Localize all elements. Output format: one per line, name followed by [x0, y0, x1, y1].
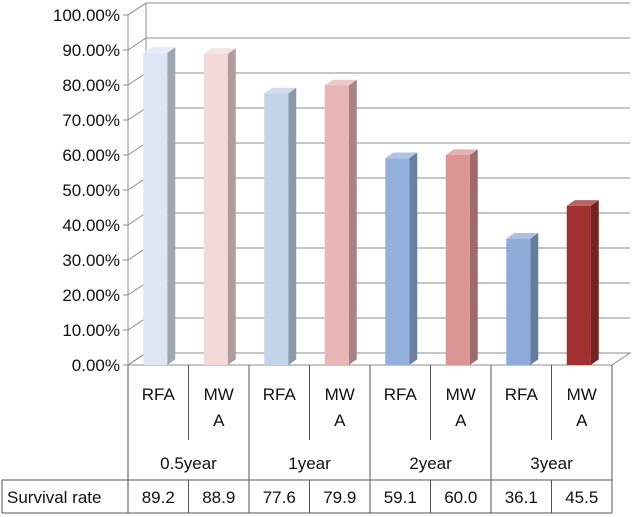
data-label: 60.0 — [444, 488, 477, 507]
bar-side — [167, 47, 176, 365]
bar-top — [143, 47, 176, 53]
bar-top — [203, 48, 236, 54]
category-label: MW A — [446, 385, 476, 430]
bar — [264, 87, 297, 366]
bar-front — [566, 205, 591, 365]
bar-side — [530, 233, 539, 365]
gridline — [127, 212, 630, 226]
y-tick-label: 70.00% — [62, 111, 120, 130]
y-axis-tick-labels: 0.00% 10.00% 20.00% 30.00% 40.00% 50.00% 60.00… — [53, 6, 120, 375]
bar-top — [566, 200, 599, 206]
gridline — [127, 177, 630, 191]
bar — [143, 47, 176, 366]
data-label: 36.1 — [505, 488, 538, 507]
bar — [566, 200, 599, 365]
y-tick-label: 30.00% — [62, 251, 120, 270]
bar — [445, 149, 478, 365]
bar-top — [264, 87, 297, 94]
group-label: 3year — [530, 454, 573, 473]
y-tick-label: 0.00% — [72, 356, 120, 375]
bar-front — [324, 85, 349, 365]
bar-side — [227, 48, 236, 365]
bar — [324, 79, 357, 365]
gridline — [127, 282, 630, 296]
bar-front — [143, 52, 168, 366]
bar-side — [469, 149, 478, 365]
table-row-label: Survival rate — [7, 488, 101, 507]
data-table: RFA MW A RFA MW A RFA MW A RFA MW A 0.5year 1year 2yea… — [1, 365, 613, 514]
bar-front — [203, 53, 228, 365]
gridline — [127, 37, 630, 51]
bar-side — [590, 200, 599, 365]
bar-top — [506, 233, 539, 239]
y-tick-label: 10.00% — [62, 321, 120, 340]
category-label: RFA — [505, 385, 539, 404]
bar — [506, 233, 539, 365]
data-label: 88.9 — [202, 488, 235, 507]
gridlines — [123, 2, 632, 366]
gridline — [127, 142, 630, 156]
bar-front — [445, 155, 470, 365]
bar-side — [409, 152, 418, 365]
bar — [203, 48, 236, 365]
y-tick-label: 20.00% — [62, 286, 120, 305]
bars — [143, 47, 599, 366]
y-tick-label: 40.00% — [62, 216, 120, 235]
y-tick-label: 50.00% — [62, 181, 120, 200]
category-label: MW A — [325, 385, 355, 430]
y-tick-label: 80.00% — [62, 76, 120, 95]
category-label: RFA — [384, 385, 418, 404]
data-label: 79.9 — [323, 488, 356, 507]
category-label: MW A — [567, 385, 597, 430]
gridline — [127, 247, 630, 261]
data-label: 77.6 — [263, 488, 296, 507]
gridline — [127, 72, 630, 86]
gridline — [127, 2, 630, 16]
y-tick-label: 90.00% — [62, 41, 120, 60]
y-tick-label: 100.00% — [53, 6, 120, 25]
y-tick-label: 60.00% — [62, 146, 120, 165]
gridline — [127, 107, 630, 121]
bar-front — [385, 158, 410, 365]
bar-front — [264, 93, 289, 366]
bar-side — [348, 79, 357, 365]
group-label: 0.5year — [160, 454, 217, 473]
category-label: RFA — [142, 385, 176, 404]
data-label: 59.1 — [384, 488, 417, 507]
data-label: 45.5 — [565, 488, 598, 507]
bar-front — [506, 238, 531, 365]
category-label: MW A — [204, 385, 234, 430]
group-label: 1year — [288, 454, 331, 473]
bar-top — [324, 79, 357, 86]
floor — [126, 352, 632, 366]
bar-top — [385, 152, 418, 159]
bar — [385, 152, 418, 365]
bar-top — [445, 149, 478, 155]
group-label: 2year — [409, 454, 452, 473]
data-label: 89.2 — [142, 488, 175, 507]
gridline — [127, 317, 630, 331]
bar-side — [288, 87, 297, 366]
category-label: RFA — [263, 385, 297, 404]
